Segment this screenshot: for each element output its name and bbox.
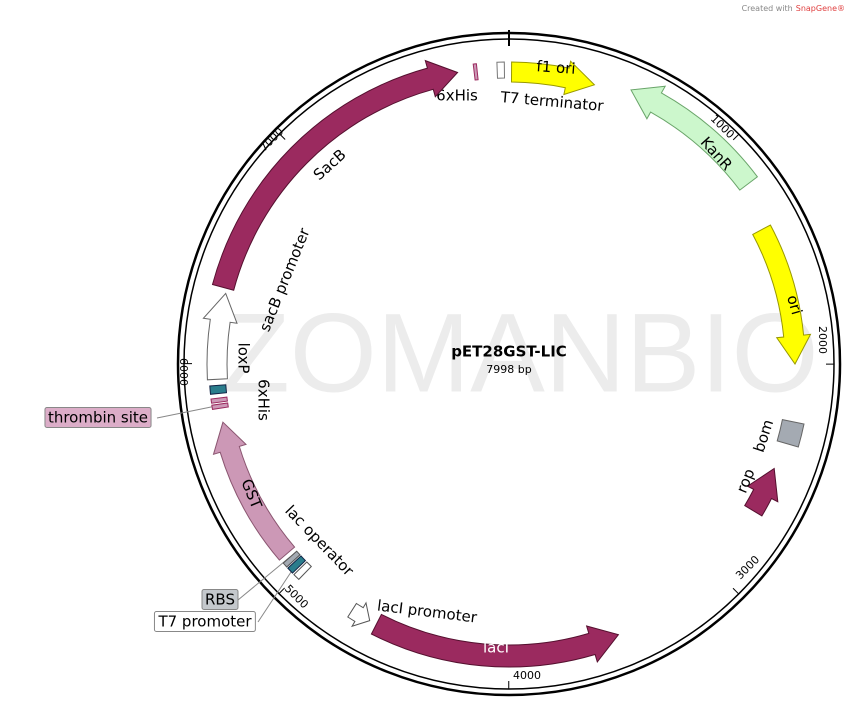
tick-mark — [278, 587, 285, 594]
feature-shape — [630, 85, 759, 191]
feature-shape — [210, 396, 228, 404]
feature-label: loxP — [235, 343, 253, 374]
feature-label: f1 ori — [536, 57, 576, 78]
callout-line — [257, 562, 298, 623]
feature-shape — [209, 384, 228, 395]
callout-line — [156, 405, 217, 419]
feature-shape — [293, 561, 313, 581]
feature-label: T7 promoter — [157, 613, 252, 631]
feature-shape — [282, 550, 301, 568]
feature-label: T7 terminator — [499, 88, 605, 115]
callout-box — [153, 611, 256, 632]
feature-shape — [744, 467, 779, 517]
tick-label: 6000 — [177, 358, 190, 386]
tick-label: 7000 — [257, 125, 286, 154]
callout-box — [201, 589, 239, 610]
credit-brand: SnapGene® — [796, 4, 845, 13]
tick-mark — [279, 133, 286, 140]
feature-shape — [776, 419, 805, 448]
feature-shape — [752, 224, 812, 365]
watermark: ZOMANBIO — [221, 291, 818, 416]
feature-label: RBS — [205, 591, 235, 609]
feature-shape — [212, 421, 296, 561]
tick-label: 4000 — [513, 669, 541, 682]
tick-label: 5000 — [282, 582, 311, 611]
feature-shape — [202, 292, 238, 381]
feature-label: 6xHis — [255, 379, 273, 421]
feature-shape — [472, 63, 479, 81]
credit: Created with SnapGene® — [742, 4, 845, 13]
tick-label: 2000 — [816, 326, 829, 354]
callout-line — [237, 556, 291, 601]
callout-box — [44, 407, 152, 428]
plasmid-size: 7998 bp — [486, 363, 531, 376]
feature-shape — [510, 60, 596, 96]
plasmid-name: pET28GST-LIC — [451, 343, 567, 361]
feature-shape — [347, 601, 371, 628]
feature-label: thrombin site — [48, 409, 148, 427]
feature-label: bom — [750, 417, 777, 454]
credit-prefix: Created with — [742, 4, 793, 13]
feature-shape — [211, 402, 229, 410]
tick-mark — [732, 587, 740, 595]
feature-shape — [287, 555, 307, 574]
feature-label: 6xHis — [436, 87, 478, 105]
feature-shape — [211, 59, 459, 291]
tick-mark — [732, 133, 740, 141]
feature-label: ori — [783, 293, 806, 317]
feature-label: lacI — [483, 639, 509, 657]
tick-label: 3000 — [733, 553, 762, 582]
feature-shape — [370, 613, 620, 668]
feature-shape — [496, 61, 506, 79]
